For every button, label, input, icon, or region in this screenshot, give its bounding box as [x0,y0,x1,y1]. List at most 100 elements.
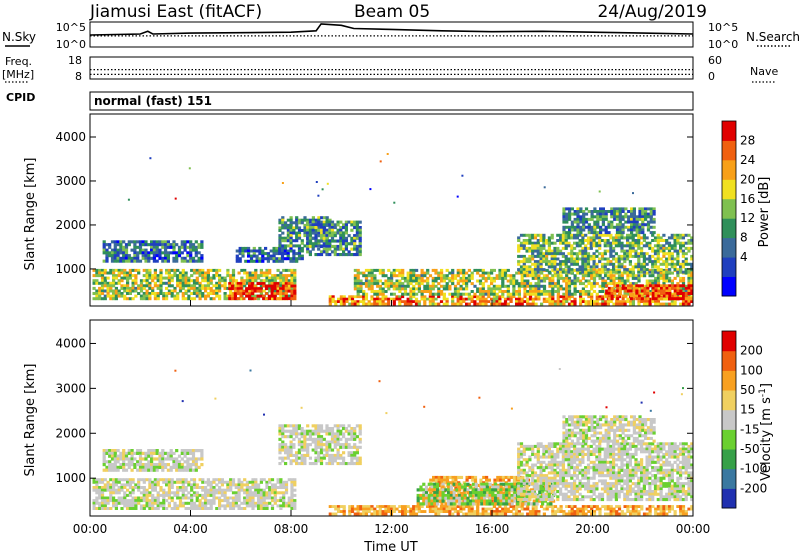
heatmap-cell [654,284,658,288]
heatmap-cell [201,294,205,298]
heatmap-cell [112,279,116,283]
heatmap-cell [378,505,382,508]
heatmap-cell [254,268,258,272]
heatmap-cell [620,265,624,269]
heatmap-cell [123,276,127,280]
heatmap-cell [259,493,263,497]
heatmap-cell [598,244,602,248]
heatmap-cell [615,212,620,216]
heatmap-cell [339,295,343,299]
heatmap-cell [272,246,276,250]
heatmap-cell [542,279,547,283]
heatmap-cell [186,254,190,258]
heatmap-cell [576,225,580,229]
heatmap-cell [142,279,146,283]
heatmap-cell [358,445,362,449]
heatmap-cell [289,259,293,263]
heatmap-cell [218,268,222,272]
heatmap-cell [198,504,202,508]
heatmap-cell [284,456,288,460]
heatmap-cell [273,501,277,505]
heatmap-cell [184,493,188,497]
heatmap-cell [92,480,96,484]
heatmap-cell [292,229,296,232]
heatmap-cell [281,182,284,184]
heatmap-cell [123,268,127,272]
heatmap-cell [459,297,463,301]
heatmap-cell [328,253,332,257]
heatmap-cell [226,480,230,484]
heatmap-cell [278,437,282,441]
heatmap-cell [648,297,652,301]
heatmap-cell [105,256,109,260]
heatmap-cell [567,233,571,237]
heatmap-cell [92,504,96,508]
heatmap-cell [156,292,160,295]
heatmap-cell [297,252,302,256]
heatmap-cell [551,300,555,303]
heatmap-cell [204,493,208,497]
heatmap-cell [687,268,691,272]
heatmap-cell [498,268,502,272]
heatmap-cell [567,241,571,245]
heatmap-cell [187,491,191,495]
heatmap-cell [229,274,233,278]
heatmap-cell [128,286,132,290]
heatmap-cell [398,279,402,283]
heatmap-cell [620,262,624,266]
heatmap-cell [603,249,607,253]
heatmap-cell [336,453,340,457]
heatmap-cell [376,510,380,513]
heatmap-cell [308,231,312,235]
heatmap-cell [676,274,680,278]
heatmap-cell [103,294,107,298]
heatmap-cell [192,284,197,288]
heatmap-cell [147,243,151,247]
heatmap-cell [627,284,631,288]
heatmap-cell [142,507,146,510]
heatmap-cell [311,244,315,248]
heatmap-cell [670,244,674,248]
heatmap-cell [565,300,569,303]
heatmap-cell [156,480,160,484]
heatmap-cell [175,468,179,472]
date-title: 24/Aug/2019 [597,2,707,22]
heatmap-cell [428,292,433,296]
heatmap-cell [251,504,255,508]
heatmap-cell [139,286,144,290]
heatmap-cell [95,281,99,285]
heatmap-cell [293,287,297,291]
heatmap-cell [378,292,382,296]
heatmap-cell [226,286,230,290]
heatmap-cell [462,279,466,283]
heatmap-cell [342,507,346,511]
heatmap-cell [95,292,99,295]
heatmap-cell [370,287,374,291]
heatmap-cell [290,491,294,495]
heatmap-cell [401,268,405,272]
heatmap-cell [189,463,193,467]
heatmap-cell [640,300,644,303]
heatmap-cell [109,289,113,293]
heatmap-cell [642,239,646,242]
heatmap-cell [261,249,265,253]
heatmap-cell [284,297,288,301]
heatmap-cell [601,300,605,303]
heatmap-cell [110,451,115,455]
heatmap-cell [353,282,357,286]
heatmap-cell [287,478,291,482]
heatmap-cell [550,236,554,240]
heatmap-cell [250,287,254,291]
heatmap-cell [279,491,283,495]
heatmap-cell [180,259,184,263]
heatmap-cell [378,507,382,511]
heatmap-cell [303,462,307,466]
heatmap-cell [605,284,609,288]
heatmap-cell [303,223,307,227]
heatmap-cell [259,491,263,495]
heatmap-cell [690,295,694,299]
heatmap-cell [308,432,312,436]
heatmap-cell [103,281,107,285]
heatmap-cell [303,445,307,449]
heatmap-cell [398,295,402,299]
